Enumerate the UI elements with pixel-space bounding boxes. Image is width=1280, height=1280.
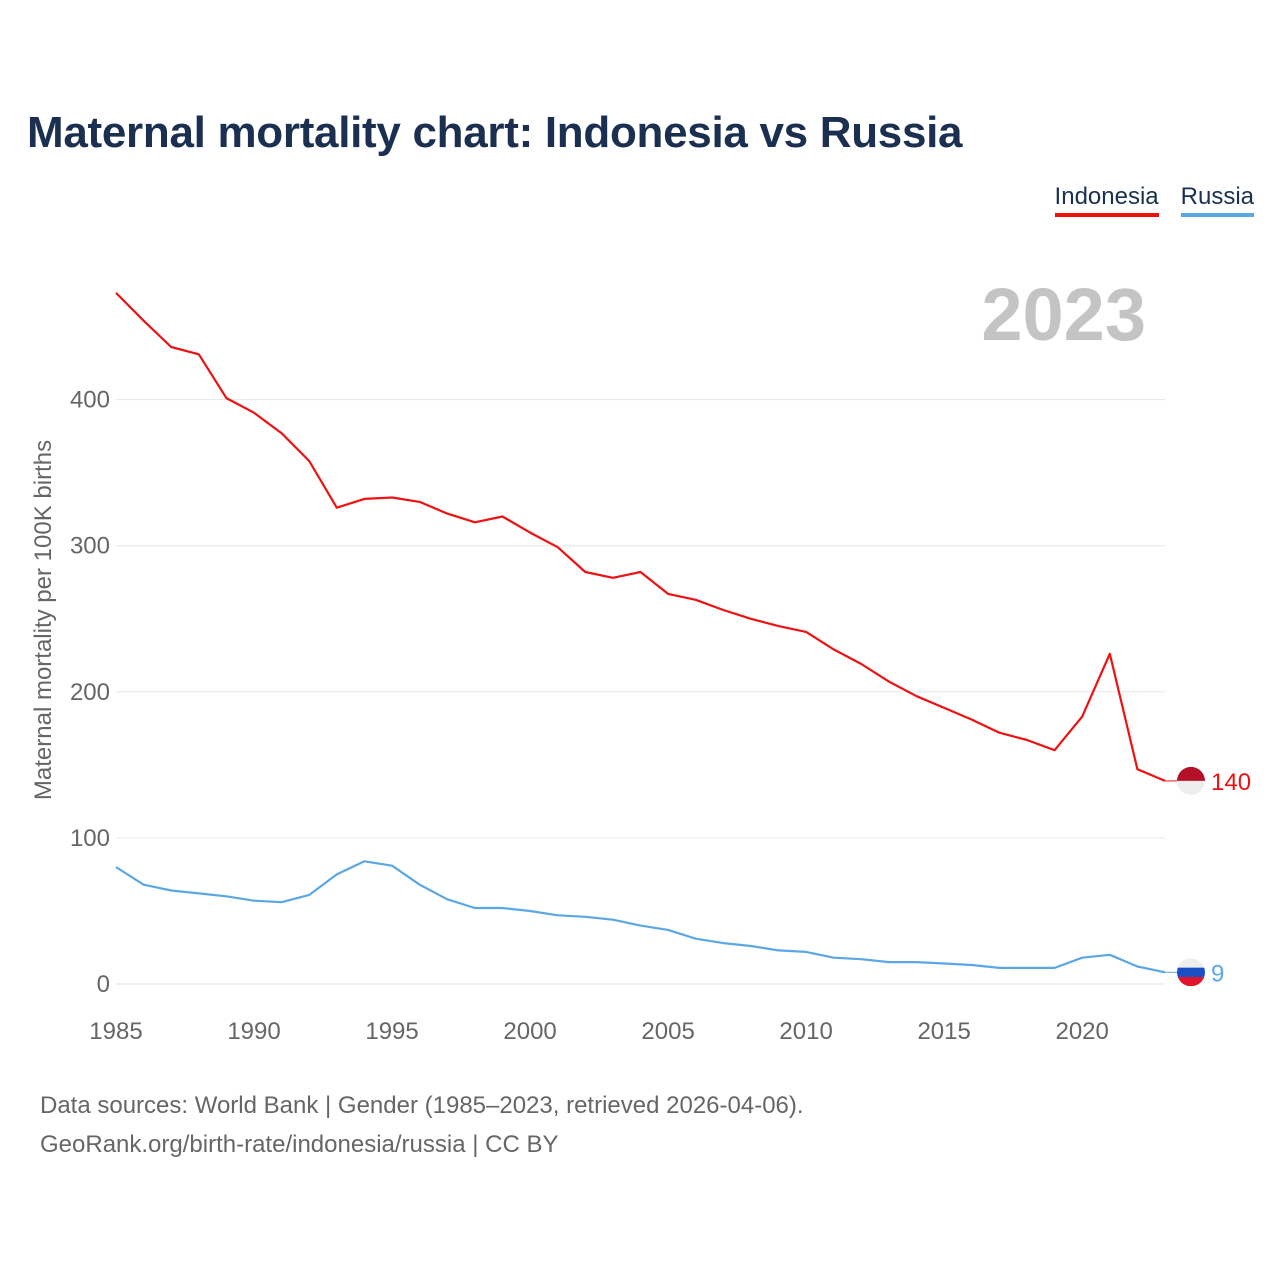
x-tick-label: 1995 [365, 1018, 418, 1045]
x-tick-label: 1985 [89, 1018, 142, 1045]
legend-item-russia[interactable]: Russia [1180, 183, 1254, 217]
flag-icon-russia [1177, 958, 1205, 987]
x-axis-ticks: 1985 1990 1995 2000 2005 2010 2015 2020 [89, 1018, 1109, 1045]
gridlines [116, 399, 1165, 985]
footer-sources: Data sources: World Bank | Gender (1985–… [40, 1092, 804, 1119]
series-group [115, 292, 1166, 974]
series-line-indonesia[interactable] [115, 292, 1166, 782]
year-watermark: 2023 [981, 273, 1146, 356]
series-line-russia[interactable] [115, 860, 1166, 974]
x-tick-label: 2000 [503, 1018, 556, 1045]
flag-icon-indonesia [1177, 766, 1205, 795]
footer: Data sources: World Bank | Gender (1985–… [40, 1086, 804, 1164]
y-tick-label: 100 [70, 825, 110, 852]
line-chart: 0 100 200 300 400 1985 1990 1995 2000 2005 2010 20… [30, 273, 1251, 1045]
end-value-label-russia: 9 [1211, 960, 1224, 987]
legend: Indonesia Russia [1054, 183, 1254, 217]
x-tick-label: 2015 [917, 1018, 970, 1045]
end-value-label-indonesia: 140 [1211, 769, 1251, 796]
x-tick-label: 2005 [641, 1018, 694, 1045]
legend-item-indonesia[interactable]: Indonesia [1054, 183, 1159, 217]
x-tick-label: 2010 [779, 1018, 832, 1045]
y-axis-label: Maternal mortality per 100K births [30, 440, 57, 800]
y-tick-label: 300 [70, 533, 110, 560]
y-tick-label: 400 [70, 387, 110, 414]
end-markers: 140 9 [1165, 766, 1251, 987]
y-axis-ticks: 0 100 200 300 400 [70, 387, 110, 998]
y-tick-label: 0 [97, 971, 110, 998]
x-tick-label: 1990 [227, 1018, 280, 1045]
chart-title: Maternal mortality chart: Indonesia vs R… [27, 108, 963, 157]
footer-attribution[interactable]: GeoRank.org/birth-rate/indonesia/russia … [40, 1131, 559, 1158]
y-tick-label: 200 [70, 679, 110, 706]
x-tick-label: 2020 [1055, 1018, 1108, 1045]
